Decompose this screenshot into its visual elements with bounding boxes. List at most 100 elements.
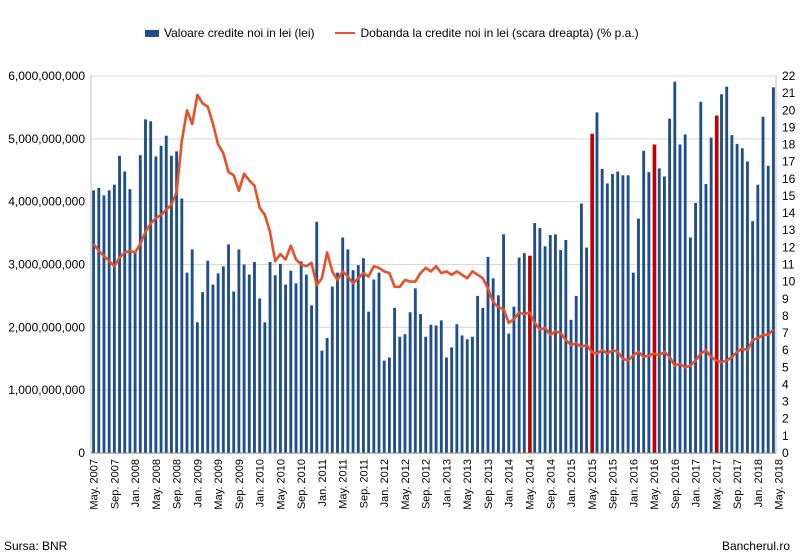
bar <box>600 168 604 453</box>
interest-rate-line <box>92 93 775 369</box>
bar <box>740 148 744 453</box>
bar <box>330 286 334 453</box>
bar <box>310 305 313 453</box>
bar <box>190 249 194 453</box>
legend-bar-swatch <box>145 29 159 37</box>
y-right-tick-label: 8 <box>782 309 789 323</box>
bar <box>299 261 303 453</box>
bar <box>398 336 402 453</box>
y-right-tick-label: 16 <box>782 172 796 186</box>
x-tick-label: Jan. 2014 <box>504 459 516 507</box>
bar <box>268 261 272 453</box>
bar <box>637 218 640 453</box>
bar <box>720 94 723 453</box>
bar-highlight <box>714 115 719 454</box>
x-tick-label: May. 2014 <box>525 459 537 510</box>
y-left-tick-label: 0 <box>78 446 85 460</box>
x-tick-label: May. 2013 <box>462 459 474 510</box>
bar <box>424 336 428 453</box>
x-tick-label: Jan. 2017 <box>691 459 703 507</box>
bar <box>206 260 210 453</box>
bar <box>175 151 179 453</box>
bar <box>491 278 495 453</box>
y-left-tick-label: 3,000,000,000 <box>8 258 85 272</box>
bar <box>626 175 630 453</box>
y-right-tick-label: 10 <box>782 275 796 289</box>
x-tick-label: Sep. 2009 <box>234 459 246 509</box>
bar <box>434 325 438 453</box>
x-tick-label: Jan. 2008 <box>130 459 142 507</box>
bar <box>751 221 755 453</box>
bar <box>668 118 672 453</box>
bar <box>92 190 96 453</box>
bar <box>211 284 215 453</box>
bar <box>97 187 101 454</box>
y-right-tick-label: 2 <box>782 412 789 426</box>
bar <box>647 172 651 453</box>
bar <box>533 223 537 453</box>
bar <box>247 274 251 453</box>
x-tick-label: May. 2015 <box>587 459 599 510</box>
bar <box>465 339 469 453</box>
bar <box>362 258 365 453</box>
bar <box>154 156 158 453</box>
x-tick-label: Sep. 2012 <box>421 459 433 509</box>
bar <box>253 261 256 453</box>
brand-label: Bancherul.ro <box>721 539 790 553</box>
bar <box>128 189 132 453</box>
bar <box>476 295 480 453</box>
bar <box>102 195 106 453</box>
y-left-tick-label: 2,000,000,000 <box>8 320 85 334</box>
bar <box>273 275 277 453</box>
bar <box>746 161 749 453</box>
bar <box>688 237 692 453</box>
bar <box>377 272 381 453</box>
bar <box>159 145 163 453</box>
x-tick-label: May. 2010 <box>275 459 287 510</box>
bar <box>559 250 563 453</box>
y-right-tick-label: 3 <box>782 395 789 409</box>
x-tick-label: Sep. 2017 <box>732 459 744 509</box>
bar <box>585 247 589 453</box>
bar <box>445 357 448 453</box>
bar <box>595 112 599 454</box>
bar <box>694 202 697 453</box>
bar <box>123 171 127 454</box>
y-right-tick-label: 5 <box>782 360 789 374</box>
bar <box>517 257 521 453</box>
bar <box>237 249 241 453</box>
bar <box>393 307 397 453</box>
bar <box>657 168 661 454</box>
x-tick-label: Jan. 2011 <box>317 459 329 507</box>
bar <box>673 81 677 453</box>
bar <box>185 272 189 453</box>
bar <box>725 86 729 453</box>
y-right-tick-label: 15 <box>782 189 796 203</box>
bar <box>704 184 708 453</box>
bar-highlight <box>528 255 532 453</box>
bar <box>569 319 573 453</box>
legend-bar-label: Valoare credite noi in lei (lei) <box>164 26 315 40</box>
x-tick-label: May. 2012 <box>400 459 412 510</box>
bar <box>419 314 422 453</box>
y-right-tick-label: 13 <box>782 223 796 237</box>
bar <box>356 265 360 453</box>
bar <box>496 295 500 453</box>
bar <box>258 298 262 453</box>
bar <box>403 334 407 453</box>
x-tick-label: Jan. 2013 <box>442 459 454 507</box>
y-left-tick-label: 5,000,000,000 <box>8 132 85 146</box>
y-left-tick-label: 1,000,000,000 <box>8 383 85 397</box>
y-right-tick-label: 0 <box>782 446 789 460</box>
bar <box>387 357 391 453</box>
bar <box>548 234 552 453</box>
y-right-tick-label: 7 <box>782 326 789 340</box>
y-right-tick-label: 1 <box>782 429 789 443</box>
bar <box>216 273 220 453</box>
y-right-tick-label: 21 <box>782 86 796 100</box>
bar <box>138 155 142 454</box>
bar <box>170 155 173 453</box>
bar <box>278 263 282 453</box>
bar <box>507 333 511 453</box>
